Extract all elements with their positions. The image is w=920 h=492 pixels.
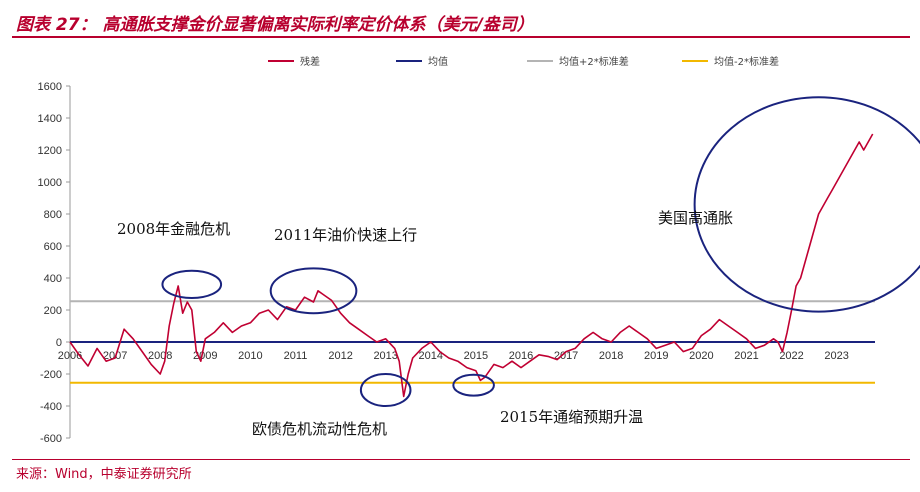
y-tick-label: 600 bbox=[44, 241, 62, 253]
x-tick-label: 2011 bbox=[284, 350, 308, 362]
legend-label: 均值 bbox=[428, 55, 448, 68]
series-line-0 bbox=[69, 133, 874, 398]
x-tick-label: 2013 bbox=[373, 350, 397, 362]
annotation-label: 2011年油价快速上行 bbox=[274, 226, 417, 244]
y-tick-label: -200 bbox=[40, 369, 62, 381]
x-axis: 2006 2007 2008 2009 2010 2011 2012 2013 2014 2015… bbox=[58, 341, 875, 362]
x-tick-label: 2021 bbox=[734, 350, 758, 362]
y-tick-label: 1400 bbox=[38, 113, 62, 125]
x-tick-label: 2014 bbox=[419, 350, 443, 362]
page-title: 图表 27： 高通胀支撑金价显著偏离实际利率定价体系（美元/盎司） bbox=[16, 15, 534, 35]
x-tick-label: 2012 bbox=[328, 350, 352, 362]
annotation-label: 美国高通胀 bbox=[658, 209, 733, 227]
legend: 残差 均值 均值+2*标准差 均值-2*标准差 bbox=[268, 55, 779, 68]
x-tick-label: 2020 bbox=[689, 350, 713, 362]
annotation-label: 2008年金融危机 bbox=[117, 220, 230, 238]
x-tick-label: 2006 bbox=[58, 350, 82, 362]
annotation-label: 2015年通缩预期升温 bbox=[500, 408, 643, 426]
x-tick-label: 2010 bbox=[238, 350, 262, 362]
y-tick-label: 0 bbox=[56, 337, 62, 349]
y-tick-label: -600 bbox=[40, 433, 62, 445]
x-tick-label: 2023 bbox=[824, 350, 848, 362]
annotation-circle bbox=[693, 96, 920, 313]
annotation-circle bbox=[359, 373, 412, 407]
y-tick-label: 1200 bbox=[38, 145, 62, 157]
title-bar: 图表 27： 高通胀支撑金价显著偏离实际利率定价体系（美元/盎司） bbox=[0, 0, 920, 38]
annotation-circle bbox=[161, 269, 223, 299]
y-tick-label: 1000 bbox=[38, 177, 62, 189]
x-tick-label: 2015 bbox=[464, 350, 488, 362]
annotation-circle bbox=[452, 373, 495, 397]
annotation-circle bbox=[269, 267, 358, 315]
plot-area bbox=[69, 133, 875, 398]
source-note: 来源：Wind，中泰证券研究所 bbox=[16, 467, 192, 482]
legend-label: 均值+2*标准差 bbox=[559, 55, 629, 68]
y-axis: -600 -400 -200 0 200 400 600 800 1000 1200 1400 160… bbox=[38, 81, 71, 445]
legend-label: 残差 bbox=[300, 55, 320, 68]
annotation-label: 欧债危机流动性危机 bbox=[252, 420, 387, 438]
y-tick-label: 800 bbox=[44, 209, 62, 221]
x-tick-label: 2019 bbox=[644, 350, 668, 362]
x-tick-label: 2022 bbox=[779, 350, 803, 362]
y-tick-label: 400 bbox=[44, 273, 62, 285]
source-divider bbox=[12, 459, 910, 460]
y-tick-label: 200 bbox=[44, 305, 62, 317]
y-tick-label: 1600 bbox=[38, 81, 62, 93]
y-tick-label: -400 bbox=[40, 401, 62, 413]
x-tick-label: 2016 bbox=[509, 350, 533, 362]
legend-label: 均值-2*标准差 bbox=[714, 55, 779, 68]
x-tick-label: 2017 bbox=[554, 350, 578, 362]
title-divider bbox=[12, 36, 910, 38]
x-tick-label: 2008 bbox=[148, 350, 172, 362]
x-tick-label: 2018 bbox=[599, 350, 623, 362]
